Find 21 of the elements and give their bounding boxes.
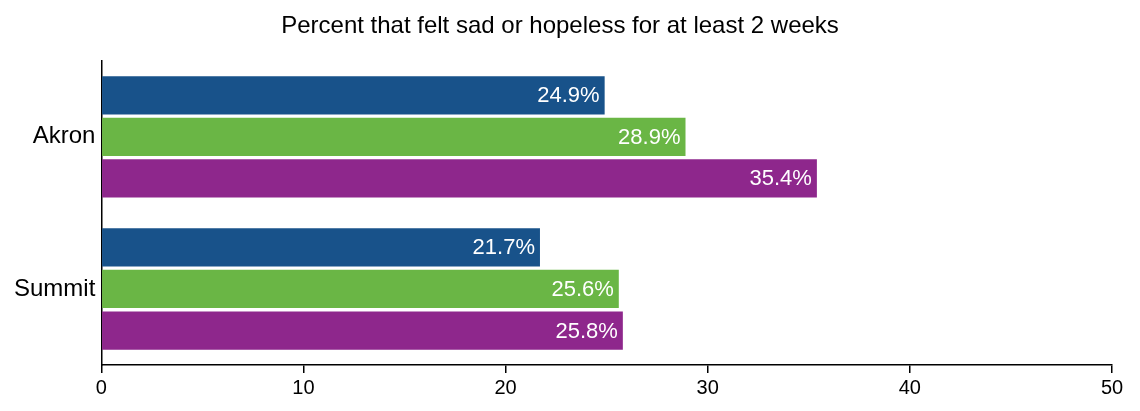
bar (102, 311, 623, 350)
x-tick-label: 50 (1100, 375, 1124, 398)
data-label: 21.7% (472, 234, 535, 260)
data-label: 28.9% (618, 123, 681, 149)
data-label: 35.4% (749, 165, 812, 191)
chart-title: Percent that felt sad or hopeless for at least 2 weeks (281, 11, 839, 39)
bar (102, 228, 540, 267)
data-label: 24.9% (537, 82, 600, 108)
bar (102, 76, 605, 115)
bar (102, 159, 817, 198)
data-label: 25.8% (555, 317, 618, 343)
x-tick-label: 20 (494, 375, 517, 398)
y-tick-label: Summit (14, 273, 96, 301)
data-label: 25.6% (551, 276, 614, 302)
bar (102, 117, 686, 156)
x-tick-label: 30 (696, 375, 719, 398)
bar (102, 269, 619, 309)
y-tick-label: Akron (32, 121, 96, 149)
x-tick-label: 10 (292, 375, 315, 398)
x-tick-label: 40 (898, 375, 921, 398)
x-tick-label: 0 (95, 375, 107, 398)
